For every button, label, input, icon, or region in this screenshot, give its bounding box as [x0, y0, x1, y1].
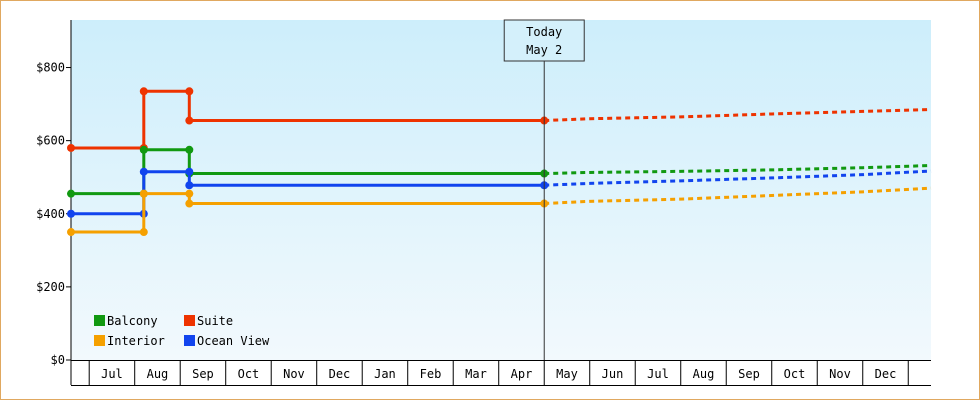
- data-point-interior: [139, 228, 148, 237]
- forecast-line-balcony: [544, 164, 932, 176]
- y-tick-label: $600: [36, 134, 65, 148]
- x-tick-label: Jul: [647, 367, 669, 381]
- x-tick-label: Dec: [329, 367, 351, 381]
- data-point-ocean-view: [185, 181, 194, 190]
- legend-swatch: [184, 335, 195, 346]
- x-tick-label: Nov: [283, 367, 305, 381]
- legend-swatch: [94, 335, 105, 346]
- x-tick-label: May: [556, 367, 578, 381]
- data-point-balcony: [185, 145, 194, 154]
- x-tick-label: Apr: [511, 367, 533, 381]
- x-tick-label: Sep: [192, 367, 214, 381]
- plot-area: [71, 20, 931, 360]
- today-marker: Today May 2: [503, 19, 585, 360]
- data-point-balcony: [67, 189, 75, 198]
- legend: Balcony Suite Interior Ocean View: [94, 314, 270, 348]
- legend-swatch: [94, 315, 105, 326]
- x-tick-label: Nov: [829, 367, 851, 381]
- legend-label: Suite: [197, 314, 233, 328]
- data-point-suite: [185, 87, 194, 96]
- x-tick-label: Aug: [147, 367, 169, 381]
- data-point-suite: [185, 116, 194, 125]
- data-point-balcony: [139, 145, 148, 154]
- y-tick-label: $400: [36, 207, 65, 221]
- series-line-ocean-view: [71, 170, 545, 216]
- today-date: May 2: [526, 43, 562, 57]
- data-point-interior: [139, 189, 148, 198]
- x-tick-label: Oct: [784, 367, 806, 381]
- x-tick-label: Jul: [101, 367, 123, 381]
- x-tick-label: Dec: [875, 367, 897, 381]
- data-point-ocean-view: [67, 209, 75, 218]
- today-box: [503, 19, 585, 62]
- data-point-interior: [67, 228, 75, 237]
- legend-label: Ocean View: [197, 334, 270, 348]
- data-point-interior: [185, 189, 194, 198]
- data-point-interior: [185, 199, 194, 208]
- series-line-interior: [71, 192, 545, 234]
- legend-label: Interior: [107, 334, 165, 348]
- x-tick-label: Mar: [465, 367, 487, 381]
- series-line-suite: [71, 89, 545, 150]
- axes: $0 $200 $400 $600 $800 Jul Aug Sep Oct Nov Dec Jan F…: [36, 20, 931, 386]
- data-point-ocean-view: [139, 167, 148, 176]
- x-tick-label: Oct: [238, 367, 260, 381]
- forecast-line-suite: [544, 108, 932, 123]
- today-label: Today: [526, 25, 562, 39]
- y-tick-label: $0: [51, 353, 65, 367]
- x-tick-label: Sep: [738, 367, 760, 381]
- x-tick-label: Jun: [602, 367, 624, 381]
- data-point-suite: [139, 87, 148, 96]
- data-point-suite: [67, 143, 75, 152]
- x-tick-label: Aug: [693, 367, 715, 381]
- y-tick-label: $800: [36, 61, 65, 75]
- x-tick-label: Feb: [420, 367, 442, 381]
- forecast-line-interior: [544, 186, 932, 206]
- y-tick-label: $200: [36, 280, 65, 294]
- series-lines: [67, 87, 932, 237]
- legend-label: Balcony: [107, 314, 158, 328]
- legend-swatch: [184, 315, 195, 326]
- series-line-balcony: [71, 148, 545, 196]
- data-point-ocean-view: [185, 167, 194, 176]
- x-tick-label: Jan: [374, 367, 396, 381]
- forecast-line-ocean-view: [544, 169, 932, 187]
